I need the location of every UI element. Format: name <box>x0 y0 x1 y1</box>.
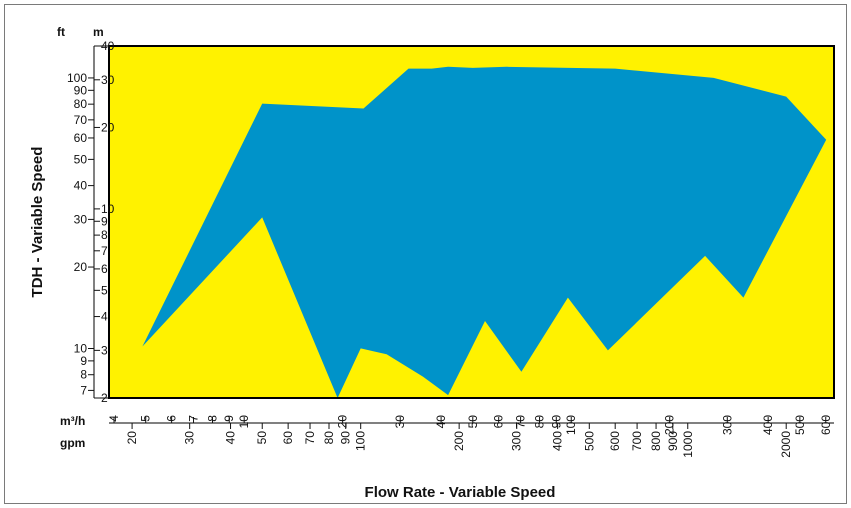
x-tick-label-m3h: 70 <box>514 415 528 429</box>
operating-region <box>142 66 827 399</box>
x-tick-label-m3h: 6 <box>165 415 179 422</box>
x-tick-label-gpm: 70 <box>303 431 317 445</box>
x-tick-label-m3h: 300 <box>720 415 734 435</box>
y-tick-label-m: 4 <box>101 310 108 324</box>
x-tick-label-gpm: 200 <box>452 431 466 451</box>
y-tick-label-ft: 7 <box>80 383 87 397</box>
chart-frame: 100 90 80 70 60 50 40 30 20 10 9 8 7 40 30 20 10 9 8 7 6 5 4 3 2… <box>4 4 847 504</box>
y-tick-label-ft: 50 <box>74 152 88 166</box>
x-tick-label-m3h: 20 <box>336 415 350 429</box>
y-tick-label-m: 7 <box>101 244 108 258</box>
y-tick-label-m: 40 <box>101 39 115 53</box>
y-tick-label-ft: 9 <box>80 354 87 368</box>
x-tick-label-gpm: 300 <box>510 431 524 451</box>
y-tick-label-ft: 60 <box>74 131 88 145</box>
y-tick-label-ft: 40 <box>74 179 88 193</box>
y-tick-label-m: 8 <box>101 228 108 242</box>
y-tick-label-m: 2 <box>101 391 108 405</box>
x-tick-label-gpm: 500 <box>582 431 596 451</box>
x-tick-label-m3h: 90 <box>549 415 563 429</box>
x-tick-label-m3h: 10 <box>237 415 251 429</box>
x-tick-label-gpm: 1000 <box>681 431 695 458</box>
x-tick-label-m3h: 500 <box>793 415 807 435</box>
y-tick-label-ft: 80 <box>74 97 88 111</box>
x-unit-gpm: gpm <box>60 436 85 450</box>
x-tick-label-m3h: 50 <box>466 415 480 429</box>
x-tick-label-m3h: 600 <box>819 415 833 435</box>
x-tick-label-gpm: 700 <box>630 431 644 451</box>
x-tick-label-m3h: 40 <box>434 415 448 429</box>
x-tick-label-m3h: 80 <box>533 415 547 429</box>
y-tick-label-ft: 100 <box>67 71 87 85</box>
y-tick-label-ft: 30 <box>74 212 88 226</box>
y-tick-label-ft: 20 <box>74 260 88 274</box>
y-tick-label-m: 5 <box>101 283 108 297</box>
x-tick-label-gpm: 20 <box>125 431 139 445</box>
y-tick-label-ft: 10 <box>74 341 88 355</box>
x-tick-label-m3h: 30 <box>393 415 407 429</box>
y-unit-m: m <box>93 25 104 39</box>
x-axis-title: Flow Rate - Variable Speed <box>365 484 556 501</box>
x-tick-label-gpm: 60 <box>281 431 295 445</box>
plot-border <box>108 45 835 399</box>
x-tick-label-m3h: 200 <box>663 415 677 435</box>
x-tick-label-gpm: 800 <box>649 431 663 451</box>
y-tick-label-m: 20 <box>101 120 115 134</box>
y-tick-label-m: 6 <box>101 262 108 276</box>
x-tick-label-gpm: 80 <box>322 431 336 445</box>
y-tick-label-ft: 70 <box>74 113 88 127</box>
x-tick-label-gpm: 30 <box>183 431 197 445</box>
x-tick-label-gpm: 400 <box>551 431 565 451</box>
y-unit-ft: ft <box>57 25 65 39</box>
x-tick-label-gpm: 900 <box>666 431 680 451</box>
y-tick-label-m: 3 <box>101 343 108 357</box>
x-tick-label-m3h: 9 <box>222 415 236 422</box>
x-tick-label-gpm: 40 <box>224 431 238 445</box>
x-tick-label-m3h: 8 <box>205 415 219 422</box>
x-tick-label-m3h: 4 <box>107 415 121 422</box>
x-tick-label-gpm: 600 <box>608 431 622 451</box>
x-tick-label-gpm: 50 <box>255 431 269 445</box>
x-tick-label-gpm: 90 <box>339 431 353 445</box>
x-tick-label-gpm: 100 <box>354 431 368 451</box>
y-tick-label-m: 10 <box>101 202 115 216</box>
y-tick-label-ft: 90 <box>74 83 88 97</box>
x-tick-label-m3h: 100 <box>564 415 578 435</box>
y-axis-title: TDH - Variable Speed <box>29 147 46 298</box>
x-tick-label-m3h: 5 <box>139 415 153 422</box>
y-tick-label-ft: 8 <box>80 368 87 382</box>
chart: 1009080706050403020109874030201098765432… <box>29 25 835 501</box>
x-unit-m3h: m³/h <box>60 414 85 428</box>
x-tick-label-m3h: 7 <box>187 415 201 422</box>
x-tick-label-m3h: 60 <box>492 415 506 429</box>
y-tick-label-m: 30 <box>101 73 115 87</box>
y-tick-label-m: 9 <box>101 214 108 228</box>
x-tick-label-gpm: 2000 <box>779 431 793 458</box>
x-tick-label-m3h: 400 <box>761 415 775 435</box>
